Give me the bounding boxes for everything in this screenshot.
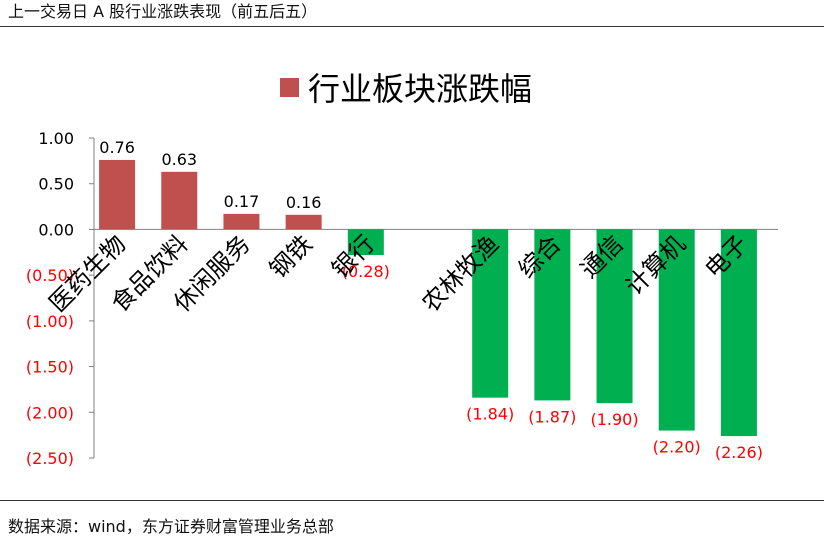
- data-label: 0.63: [161, 150, 197, 169]
- y-tick-label: (2.50): [26, 449, 74, 468]
- y-tick-label: 1.00: [38, 129, 74, 148]
- data-label: 0.16: [286, 193, 322, 212]
- legend-swatch: [280, 78, 299, 97]
- industry-change-chart: 行业板块涨跌幅 1.00 0.50 0.00 (0.50) (1.00) (1.50) (2.…: [26, 70, 778, 468]
- y-tick-label: (1.00): [26, 312, 74, 331]
- y-tick-label: (2.00): [26, 403, 74, 422]
- data-label: (0.28): [342, 262, 390, 281]
- bar: [99, 159, 136, 230]
- bar: [596, 229, 633, 404]
- y-tick-label: 0.00: [38, 220, 74, 239]
- category-label: 钢铁: [264, 230, 318, 284]
- bar: [223, 213, 260, 230]
- y-tick-label: (1.50): [26, 358, 74, 377]
- data-source-note: 数据来源：wind，东方证券财富管理业务总部: [8, 517, 334, 536]
- bar: [720, 229, 757, 437]
- data-label: (1.87): [528, 407, 576, 426]
- header-divider: [0, 26, 824, 27]
- data-label: (2.26): [715, 443, 763, 462]
- page-title: 上一交易日 A 股行业涨跌表现（前五后五）: [8, 2, 318, 21]
- bar: [347, 229, 384, 256]
- legend-label: 行业板块涨跌幅: [308, 70, 532, 108]
- data-label: (2.20): [653, 438, 701, 457]
- bar: [658, 229, 695, 431]
- data-label: (1.90): [590, 410, 638, 429]
- data-label: 0.76: [99, 138, 135, 157]
- y-tick-label: 0.50: [38, 175, 74, 194]
- footer-divider: [0, 500, 824, 501]
- y-tick-label: (0.50): [26, 266, 74, 285]
- bar: [161, 171, 198, 230]
- bar: [285, 214, 322, 230]
- data-label: 0.17: [224, 192, 260, 211]
- bar: [534, 229, 571, 401]
- data-label: (1.84): [466, 405, 514, 424]
- bar: [472, 229, 509, 398]
